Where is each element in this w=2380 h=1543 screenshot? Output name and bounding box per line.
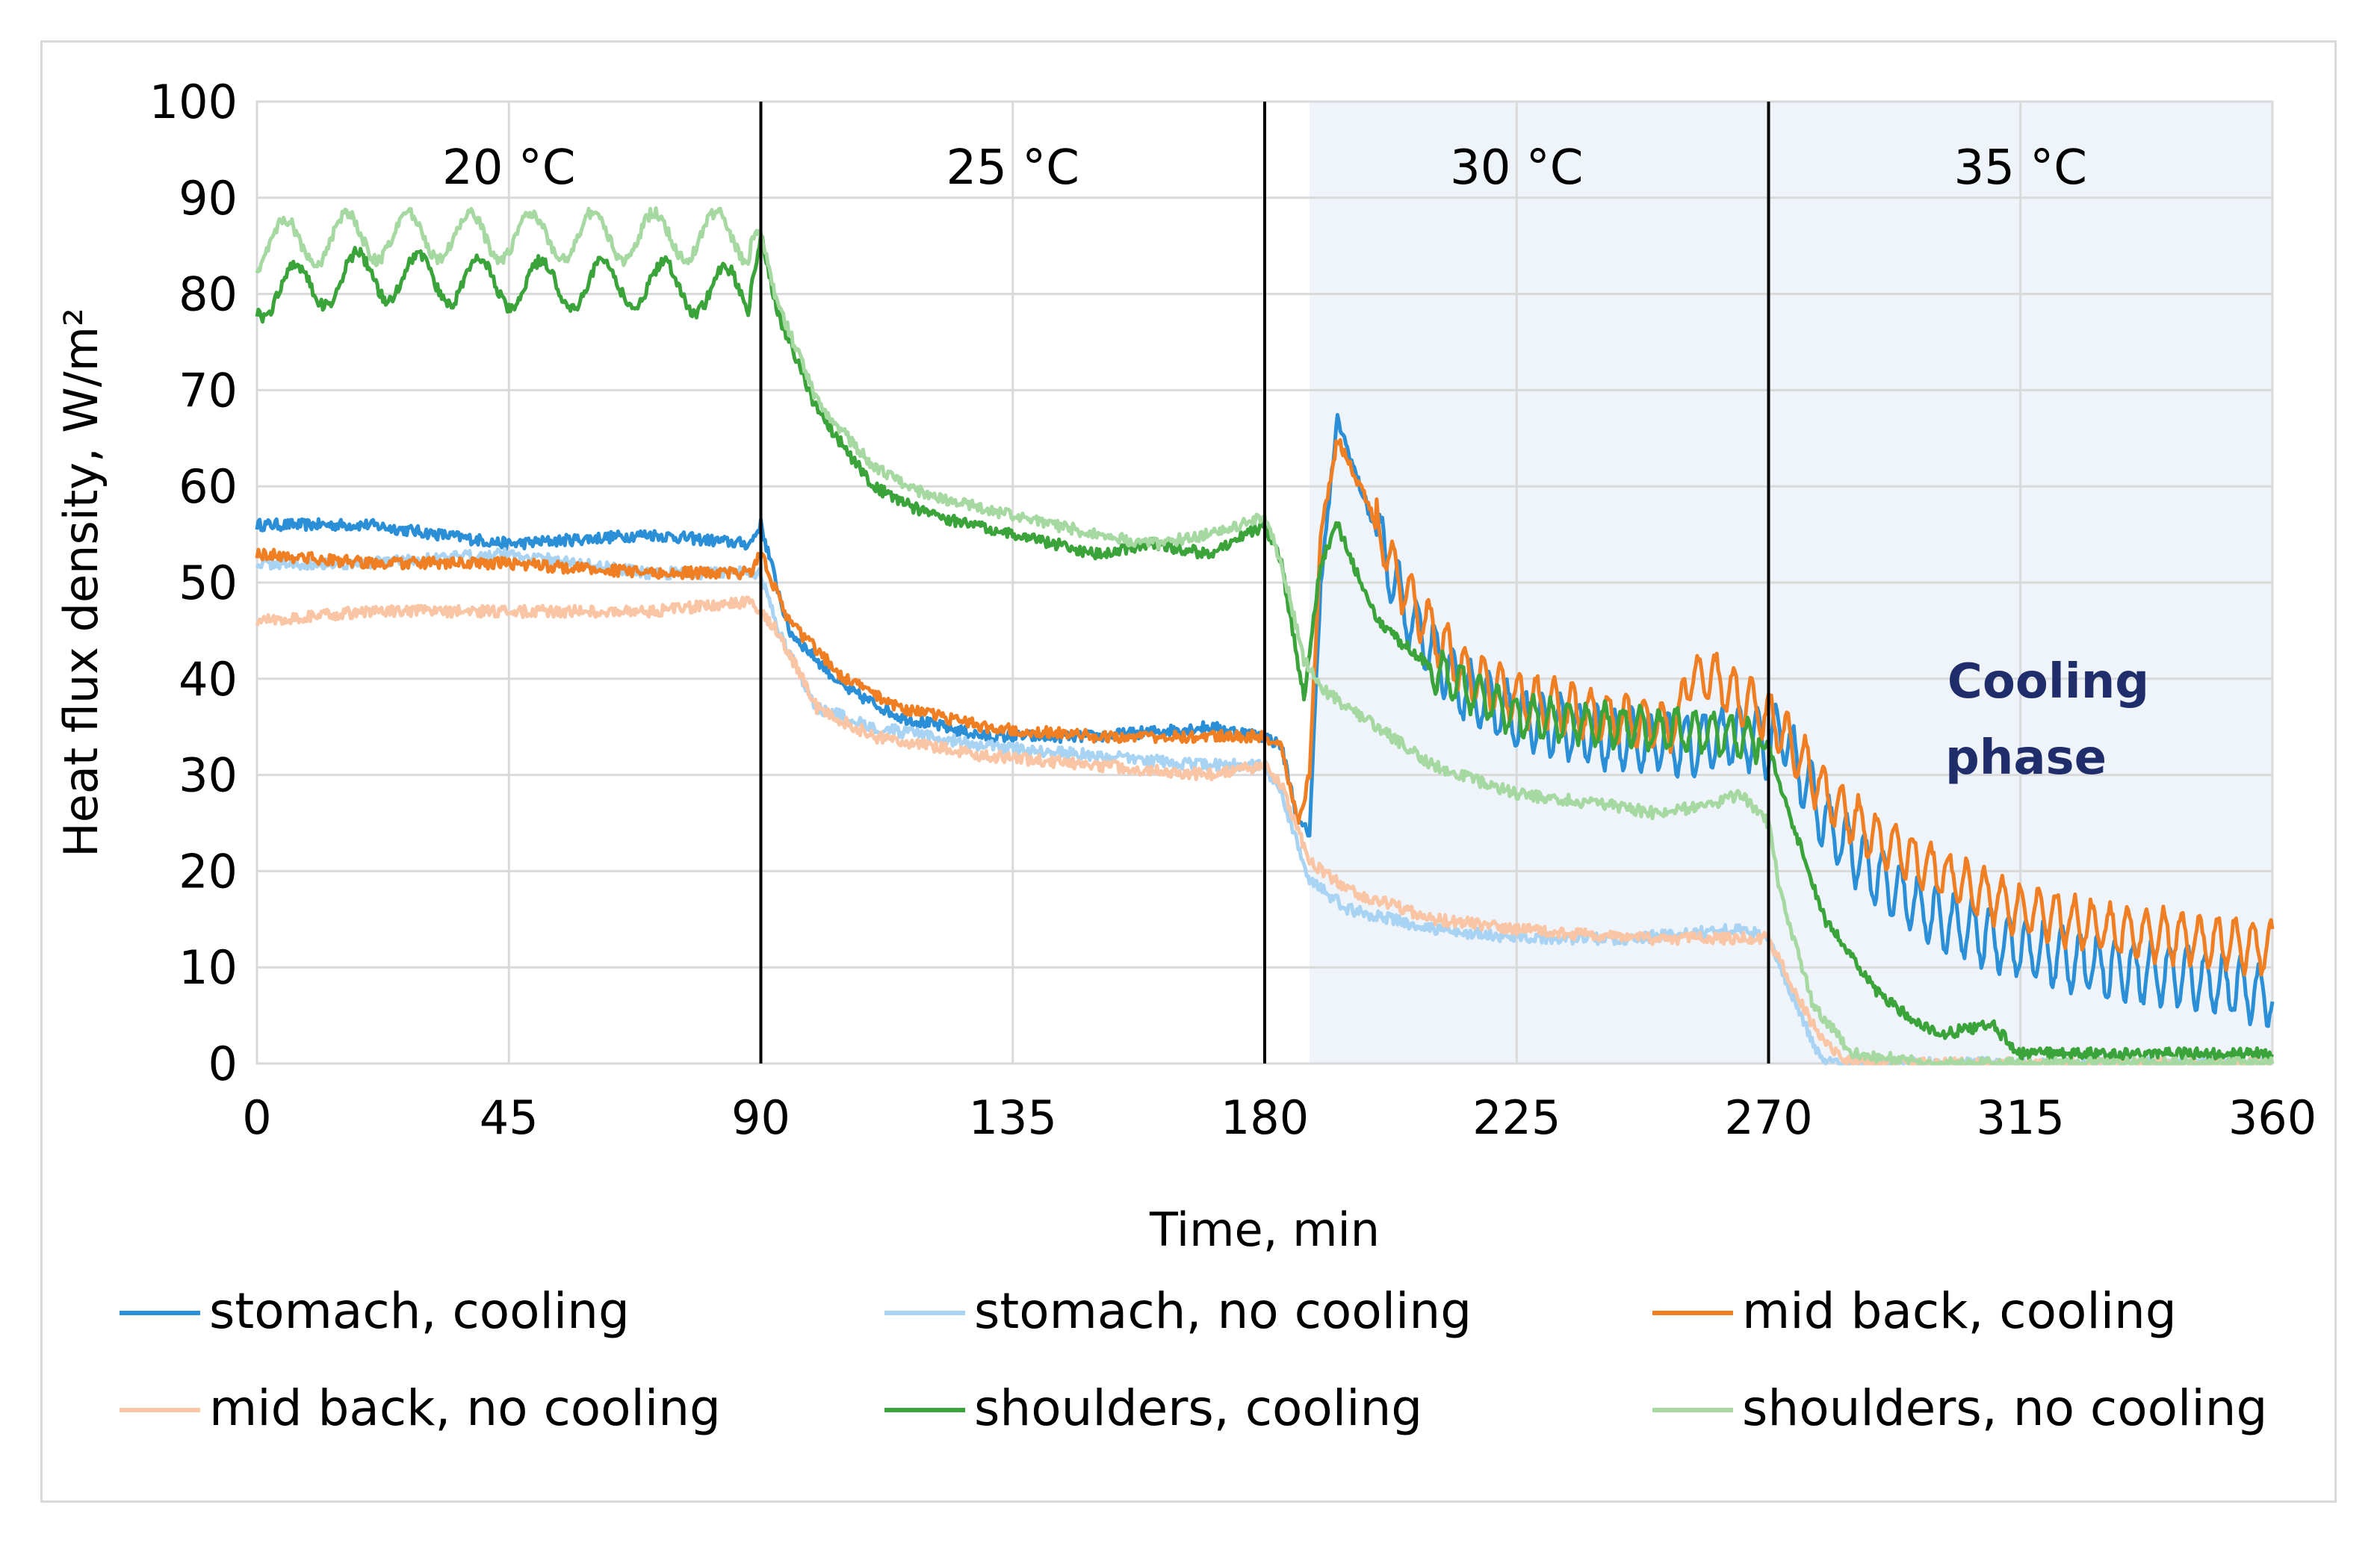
phase-label: 25 °C [946, 140, 1079, 196]
y-tick-label: 100 [149, 75, 238, 129]
x-tick-label: 360 [2228, 1090, 2317, 1145]
legend-label: shoulders, cooling [974, 1379, 1422, 1437]
legend-item: mid back, cooling [1652, 1282, 2177, 1340]
y-axis-title: Heat flux density, W/m² [54, 308, 108, 857]
y-tick-label: 70 [179, 363, 238, 417]
y-tick-label: 60 [179, 459, 238, 514]
y-tick-label: 30 [179, 748, 238, 803]
y-tick-label: 90 [179, 171, 238, 226]
legend-label: mid back, cooling [1742, 1282, 2177, 1340]
x-tick-label: 135 [969, 1090, 1057, 1145]
phase-label: 30 °C [1450, 140, 1583, 196]
phase-label: 35 °C [1954, 140, 2087, 196]
phase-label: 20 °C [442, 140, 575, 196]
x-axis-title: Time, min [1149, 1202, 1380, 1257]
y-tick-label: 40 [179, 652, 238, 707]
y-tick-label: 80 [179, 267, 238, 322]
phase-labels: 20 °C 25 °C 30 °C 35 °C [442, 140, 2087, 196]
legend-item: stomach, cooling [120, 1282, 630, 1340]
axis-ticks: 0 10 20 30 40 50 60 70 80 90 100 0 45 90 135 180 225 270 3… [149, 75, 2317, 1145]
x-tick-label: 315 [1977, 1090, 2065, 1145]
legend-item: stomach, no cooling [884, 1282, 1472, 1340]
legend-label: stomach, no cooling [974, 1282, 1472, 1340]
legend-item: mid back, no cooling [120, 1379, 721, 1437]
x-tick-label: 90 [731, 1090, 790, 1145]
legend-label: mid back, no cooling [209, 1379, 721, 1437]
legend-label: shoulders, no cooling [1742, 1379, 2267, 1437]
y-tick-label: 50 [179, 556, 238, 610]
x-tick-label: 180 [1221, 1090, 1309, 1145]
y-tick-label: 20 [179, 844, 238, 898]
annotation-line-2: phase [1945, 730, 2107, 786]
x-tick-label: 45 [480, 1090, 539, 1145]
legend: stomach, cooling stomach, no cooling mid b… [120, 1282, 2267, 1437]
x-tick-label: 270 [1724, 1090, 1812, 1145]
x-tick-label: 0 [242, 1090, 271, 1145]
y-tick-label: 10 [179, 940, 238, 995]
y-tick-label: 0 [208, 1037, 238, 1091]
annotation-line-1: Cooling [1947, 654, 2149, 710]
x-tick-label: 225 [1472, 1090, 1561, 1145]
legend-item: shoulders, cooling [884, 1379, 1422, 1437]
legend-label: stomach, cooling [209, 1282, 630, 1340]
phase-boundary-lines [759, 102, 1770, 1064]
legend-item: shoulders, no cooling [1652, 1379, 2267, 1437]
